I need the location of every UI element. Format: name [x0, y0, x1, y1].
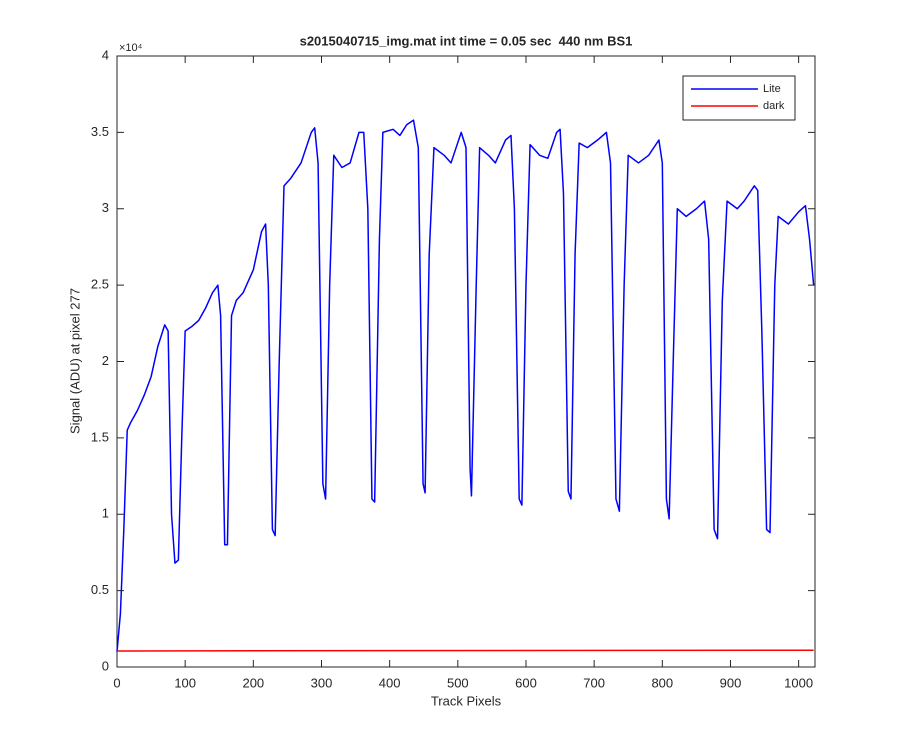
y-tick-label: 3: [102, 200, 109, 215]
y-axis-label: Signal (ADU) at pixel 277: [67, 288, 82, 434]
y-tick-label: 1: [102, 506, 109, 521]
line-series: [116, 649, 814, 652]
y-exponent-label: ×10⁴: [119, 42, 143, 54]
legend-label: dark: [763, 100, 785, 112]
legend-label: Lite: [763, 83, 781, 95]
x-tick-label: 800: [651, 675, 673, 690]
y-tick-label: 0: [102, 658, 109, 673]
y-tick-label: 2.5: [91, 277, 109, 292]
x-tick-label: 1000: [784, 675, 813, 690]
x-tick-label: 400: [379, 675, 401, 690]
x-tick-label: 200: [242, 675, 264, 690]
line-series: [116, 119, 815, 652]
x-tick-label: 600: [515, 675, 537, 690]
y-tick-label: 0.5: [91, 582, 109, 597]
y-tick-label: 1.5: [91, 429, 109, 444]
x-tick-label: 700: [583, 675, 605, 690]
x-tick-label: 0: [113, 675, 120, 690]
x-axis-label: Track Pixels: [431, 693, 502, 708]
y-tick-label: 3.5: [91, 124, 109, 139]
x-tick-label: 100: [174, 675, 196, 690]
x-tick-label: 900: [720, 675, 742, 690]
x-tick-label: 500: [447, 675, 469, 690]
y-tick-label: 2: [102, 353, 109, 368]
x-tick-label: 300: [311, 675, 333, 690]
y-tick-label: 4: [102, 47, 109, 62]
legend-box: [682, 75, 796, 121]
chart-title: s2015040715_img.mat int time = 0.05 sec …: [300, 33, 633, 48]
